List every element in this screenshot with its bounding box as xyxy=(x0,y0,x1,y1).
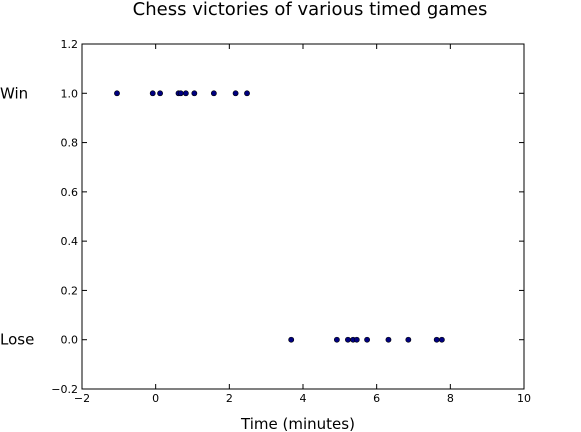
data-point xyxy=(405,336,412,343)
data-point xyxy=(114,90,120,97)
data-point xyxy=(345,336,351,343)
x-tick-label: 8 xyxy=(447,392,454,405)
x-axis-ticks: −2 0 2 4 6 8 10 xyxy=(74,44,531,405)
y-tick-label: 0.6 xyxy=(61,186,79,199)
data-point xyxy=(232,90,239,97)
y-tick-label: 1.2 xyxy=(61,38,79,51)
outcome-label: Lose xyxy=(0,331,34,349)
data-point xyxy=(353,336,360,343)
data-point xyxy=(288,336,295,343)
data-point xyxy=(333,336,340,343)
data-point xyxy=(364,336,370,343)
data-point xyxy=(244,90,250,97)
data-points xyxy=(114,90,445,343)
data-point xyxy=(438,336,445,343)
x-tick-label: 0 xyxy=(152,392,159,405)
y-tick-label: 0.0 xyxy=(61,334,79,347)
outcome-label: Win xyxy=(0,84,28,102)
data-point xyxy=(177,90,184,97)
outcome-labels: Win Lose xyxy=(0,84,34,348)
data-point xyxy=(157,90,163,97)
y-tick-label: −0.2 xyxy=(51,383,78,396)
y-tick-label: 0.2 xyxy=(61,284,79,297)
data-point xyxy=(191,90,198,97)
data-point xyxy=(182,90,189,97)
y-tick-label: 1.0 xyxy=(61,87,79,100)
y-tick-label: 0.8 xyxy=(61,137,79,150)
x-tick-label: 2 xyxy=(226,392,233,405)
x-tick-label: 10 xyxy=(517,392,531,405)
y-axis-ticks: −0.2 0.0 0.2 0.4 0.6 0.8 1.0 1.2 xyxy=(51,38,524,396)
x-tick-label: −2 xyxy=(74,392,90,405)
x-axis-label: Time (minutes) xyxy=(240,415,355,432)
y-tick-label: 0.4 xyxy=(61,235,79,248)
data-point xyxy=(149,90,156,97)
x-tick-label: 6 xyxy=(373,392,380,405)
data-point xyxy=(210,90,217,97)
data-point xyxy=(385,336,392,343)
plot-frame xyxy=(81,43,525,390)
data-point xyxy=(433,336,440,343)
x-tick-label: 4 xyxy=(300,392,307,405)
chart-title: Chess victories of various timed games xyxy=(133,0,488,20)
